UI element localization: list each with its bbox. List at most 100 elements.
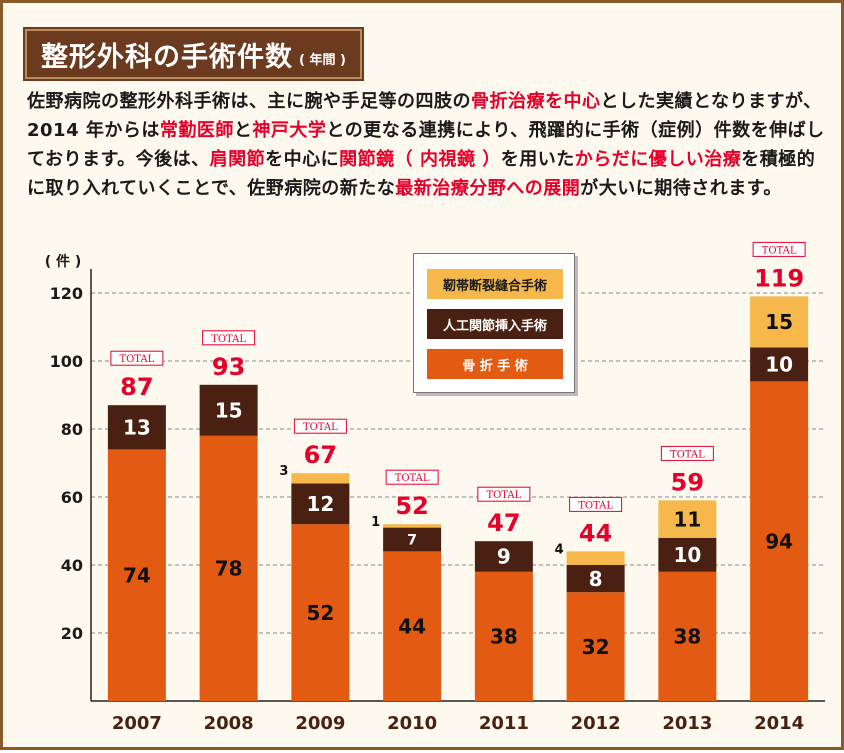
data-label-joint: 15 bbox=[215, 399, 243, 423]
bar-ligament-2012 bbox=[566, 551, 625, 565]
intro-text: を用いた bbox=[500, 149, 575, 170]
total-badge-box bbox=[293, 418, 347, 434]
total-value: 67 bbox=[304, 441, 337, 469]
intro-text: が大いに期待されます。 bbox=[580, 178, 782, 199]
data-label-fracture: 38 bbox=[490, 625, 518, 649]
data-label-fracture: 74 bbox=[123, 563, 151, 587]
total-badge-box bbox=[569, 496, 623, 512]
data-label-fracture: 52 bbox=[306, 601, 334, 625]
bar-ligament-2009 bbox=[291, 473, 350, 484]
legend: 靭帯断裂縫合手術 人工関節挿入手術骨 折 手 術 bbox=[413, 253, 575, 393]
intro-highlight: 神戸大学 bbox=[252, 120, 327, 141]
y-tick-label: 80 bbox=[61, 420, 83, 439]
x-tick-label: 2014 bbox=[754, 713, 804, 734]
total-badge: TOTAL bbox=[762, 245, 797, 256]
total-badge: TOTAL bbox=[303, 422, 338, 433]
bar-fracture-2009 bbox=[291, 524, 350, 701]
total-value: 87 bbox=[120, 373, 153, 401]
bar-fracture-2007 bbox=[107, 449, 166, 701]
total-badge-box bbox=[202, 330, 256, 346]
x-tick-label: 2009 bbox=[295, 713, 345, 734]
total-value: 47 bbox=[487, 509, 520, 537]
x-tick-label: 2011 bbox=[479, 713, 529, 734]
total-value: 119 bbox=[754, 264, 804, 292]
bar-joint-2008 bbox=[199, 384, 258, 436]
chart-title-unit: ( 年間 ) bbox=[299, 52, 346, 68]
data-label-joint: 7 bbox=[407, 533, 417, 549]
bar-joint-2007 bbox=[107, 405, 166, 450]
bar-ligament-2013 bbox=[658, 500, 717, 538]
data-label-joint: 9 bbox=[497, 545, 511, 569]
intro-paragraph: 佐野病院の整形外科手術は、主に腕や手足等の四肢の骨折治療を中心とした実績となりま… bbox=[27, 87, 827, 203]
bar-fracture-2013 bbox=[658, 571, 717, 701]
intro-text: を積極的に取り入れていくことで、佐野病院の新たな bbox=[27, 149, 816, 199]
data-label-fracture: 32 bbox=[582, 635, 610, 659]
y-axis-label: ( 件 ) bbox=[45, 253, 82, 270]
total-value: 44 bbox=[579, 519, 612, 547]
data-label-joint: 10 bbox=[673, 543, 701, 567]
total-badge: TOTAL bbox=[119, 354, 154, 365]
y-tick-label: 40 bbox=[61, 556, 83, 575]
data-label-joint: 13 bbox=[123, 416, 151, 440]
bar-fracture-2012 bbox=[566, 592, 625, 701]
intro-highlight: 骨折治療を中心 bbox=[471, 91, 601, 112]
bar-fracture-2008 bbox=[199, 435, 258, 701]
intro-text: と bbox=[233, 120, 253, 141]
total-badge: TOTAL bbox=[670, 449, 705, 460]
y-tick-label: 60 bbox=[61, 488, 83, 507]
total-badge-box bbox=[477, 486, 531, 502]
y-tick-label: 120 bbox=[50, 284, 83, 303]
bar-ligament-2010 bbox=[383, 524, 442, 528]
x-tick-label: 2007 bbox=[112, 713, 162, 734]
title-box: 整形外科の手術件数 ( 年間 ) bbox=[23, 27, 364, 81]
intro-highlight: 関節鏡（ 内視鏡 ） bbox=[339, 149, 501, 170]
x-tick-label: 2008 bbox=[204, 713, 254, 734]
chart-title: 整形外科の手術件数 bbox=[41, 41, 293, 73]
x-tick-label: 2013 bbox=[662, 713, 712, 734]
legend-item-joint: 人工関節挿入手術 bbox=[427, 309, 563, 339]
data-label-fracture: 94 bbox=[765, 529, 793, 553]
data-label-joint: 8 bbox=[589, 567, 603, 591]
legend-item-fracture: 骨 折 手 術 bbox=[427, 349, 563, 379]
y-tick-label: 100 bbox=[50, 352, 83, 371]
intro-highlight: 最新治療分野への展開 bbox=[395, 178, 581, 199]
intro-text: を中心に bbox=[265, 149, 340, 170]
intro-highlight: 常勤医師 bbox=[159, 120, 234, 141]
bar-joint-2014 bbox=[750, 347, 809, 382]
bar-fracture-2011 bbox=[474, 571, 533, 701]
total-badge-box bbox=[385, 469, 439, 485]
total-badge: TOTAL bbox=[578, 500, 613, 511]
data-label-fracture: 78 bbox=[215, 557, 243, 581]
data-label-fracture: 44 bbox=[398, 614, 426, 638]
intro-highlight: からだに優しい治療 bbox=[574, 149, 742, 170]
total-badge: TOTAL bbox=[486, 490, 521, 501]
intro-text: との更なる連携により、飛躍的に手術（症例）件数を伸ばしております。今後は、 bbox=[27, 120, 825, 170]
data-label-joint: 12 bbox=[306, 492, 334, 516]
bar-joint-2013 bbox=[658, 537, 717, 572]
bar-fracture-2010 bbox=[383, 551, 442, 701]
bar-joint-2009 bbox=[291, 483, 350, 525]
bar-joint-2010 bbox=[383, 527, 442, 552]
data-label-ligament: 1 bbox=[371, 515, 380, 530]
bar-fracture-2014 bbox=[750, 381, 809, 701]
x-tick-label: 2012 bbox=[571, 713, 621, 734]
data-label-ligament: 15 bbox=[765, 310, 793, 334]
y-tick-label: 20 bbox=[61, 624, 83, 643]
data-label-ligament: 11 bbox=[673, 507, 701, 531]
bar-joint-2011 bbox=[474, 541, 533, 572]
total-badge: TOTAL bbox=[395, 473, 430, 484]
total-value: 59 bbox=[671, 468, 704, 496]
intro-text: とした実績となりますが、2014 年からは bbox=[27, 91, 822, 141]
total-badge-box bbox=[752, 241, 806, 257]
total-badge-box bbox=[660, 445, 714, 461]
total-value: 52 bbox=[395, 492, 428, 520]
bar-joint-2012 bbox=[566, 565, 625, 593]
data-label-ligament: 3 bbox=[279, 464, 288, 479]
legend-item-ligament: 靭帯断裂縫合手術 bbox=[427, 269, 563, 299]
data-label-ligament: 4 bbox=[555, 542, 564, 557]
total-badge: TOTAL bbox=[211, 334, 246, 345]
data-label-fracture: 38 bbox=[673, 625, 701, 649]
total-badge-box bbox=[110, 350, 164, 366]
data-label-joint: 10 bbox=[765, 353, 793, 377]
